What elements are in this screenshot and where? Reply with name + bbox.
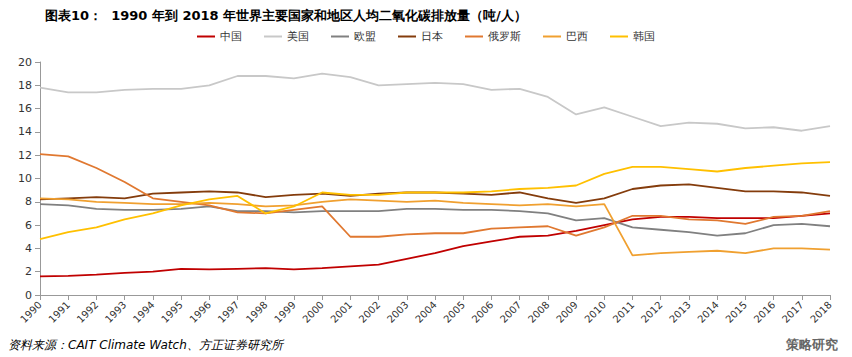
svg-text:图表10： 1990 年到 2018 年世界主要国家和地区: 图表10： 1990 年到 2018 年世界主要国家和地区人均二氧化碳排放量（吨…	[45, 8, 527, 23]
svg-text:1995: 1995	[159, 299, 185, 325]
svg-text:2003: 2003	[385, 299, 411, 325]
svg-text:2001: 2001	[328, 299, 354, 325]
svg-text:1998: 1998	[244, 299, 270, 325]
svg-text:2011: 2011	[611, 299, 637, 325]
svg-text:2013: 2013	[667, 299, 693, 325]
svg-text:2009: 2009	[554, 299, 580, 325]
svg-text:2012: 2012	[639, 299, 665, 325]
svg-text:2018: 2018	[808, 299, 834, 325]
svg-text:韩国: 韩国	[633, 30, 655, 43]
svg-text:美国: 美国	[287, 30, 309, 43]
svg-text:1991: 1991	[46, 299, 72, 325]
svg-text:俄罗斯: 俄罗斯	[488, 30, 521, 43]
svg-text:2005: 2005	[441, 299, 467, 325]
svg-text:8: 8	[25, 195, 32, 208]
svg-text:6: 6	[25, 219, 32, 232]
svg-text:2016: 2016	[752, 299, 778, 325]
svg-text:1996: 1996	[187, 299, 213, 325]
svg-text:巴西: 巴西	[566, 30, 588, 43]
svg-text:16: 16	[18, 102, 32, 115]
svg-text:2007: 2007	[498, 299, 524, 325]
svg-text:欧盟: 欧盟	[354, 30, 376, 43]
svg-text:2002: 2002	[357, 299, 383, 325]
svg-text:2004: 2004	[413, 299, 439, 325]
svg-text:日本: 日本	[421, 30, 443, 43]
svg-text:10: 10	[18, 172, 32, 185]
svg-text:策略研究: 策略研究	[785, 337, 838, 352]
svg-text:20: 20	[18, 56, 32, 69]
svg-text:2: 2	[25, 265, 32, 278]
svg-text:1993: 1993	[103, 299, 129, 325]
svg-text:2017: 2017	[780, 299, 806, 325]
svg-text:2000: 2000	[300, 299, 326, 325]
svg-text:2015: 2015	[723, 299, 749, 325]
svg-text:2008: 2008	[526, 299, 552, 325]
svg-text:1992: 1992	[75, 299, 101, 325]
svg-text:1994: 1994	[131, 299, 157, 325]
svg-text:1999: 1999	[272, 299, 298, 325]
svg-text:12: 12	[18, 149, 32, 162]
svg-text:2014: 2014	[695, 299, 721, 325]
svg-text:1990: 1990	[18, 299, 44, 325]
svg-text:18: 18	[18, 79, 32, 92]
svg-text:0: 0	[25, 289, 32, 302]
svg-text:中国: 中国	[220, 30, 242, 43]
svg-text:2010: 2010	[582, 299, 608, 325]
svg-text:1997: 1997	[216, 299, 242, 325]
svg-text:2006: 2006	[470, 299, 496, 325]
svg-text:资料来源：CAIT Climate Watch、方正证券研究: 资料来源：CAIT Climate Watch、方正证券研究所	[8, 338, 285, 352]
svg-text:4: 4	[25, 242, 32, 255]
svg-text:14: 14	[18, 125, 32, 138]
